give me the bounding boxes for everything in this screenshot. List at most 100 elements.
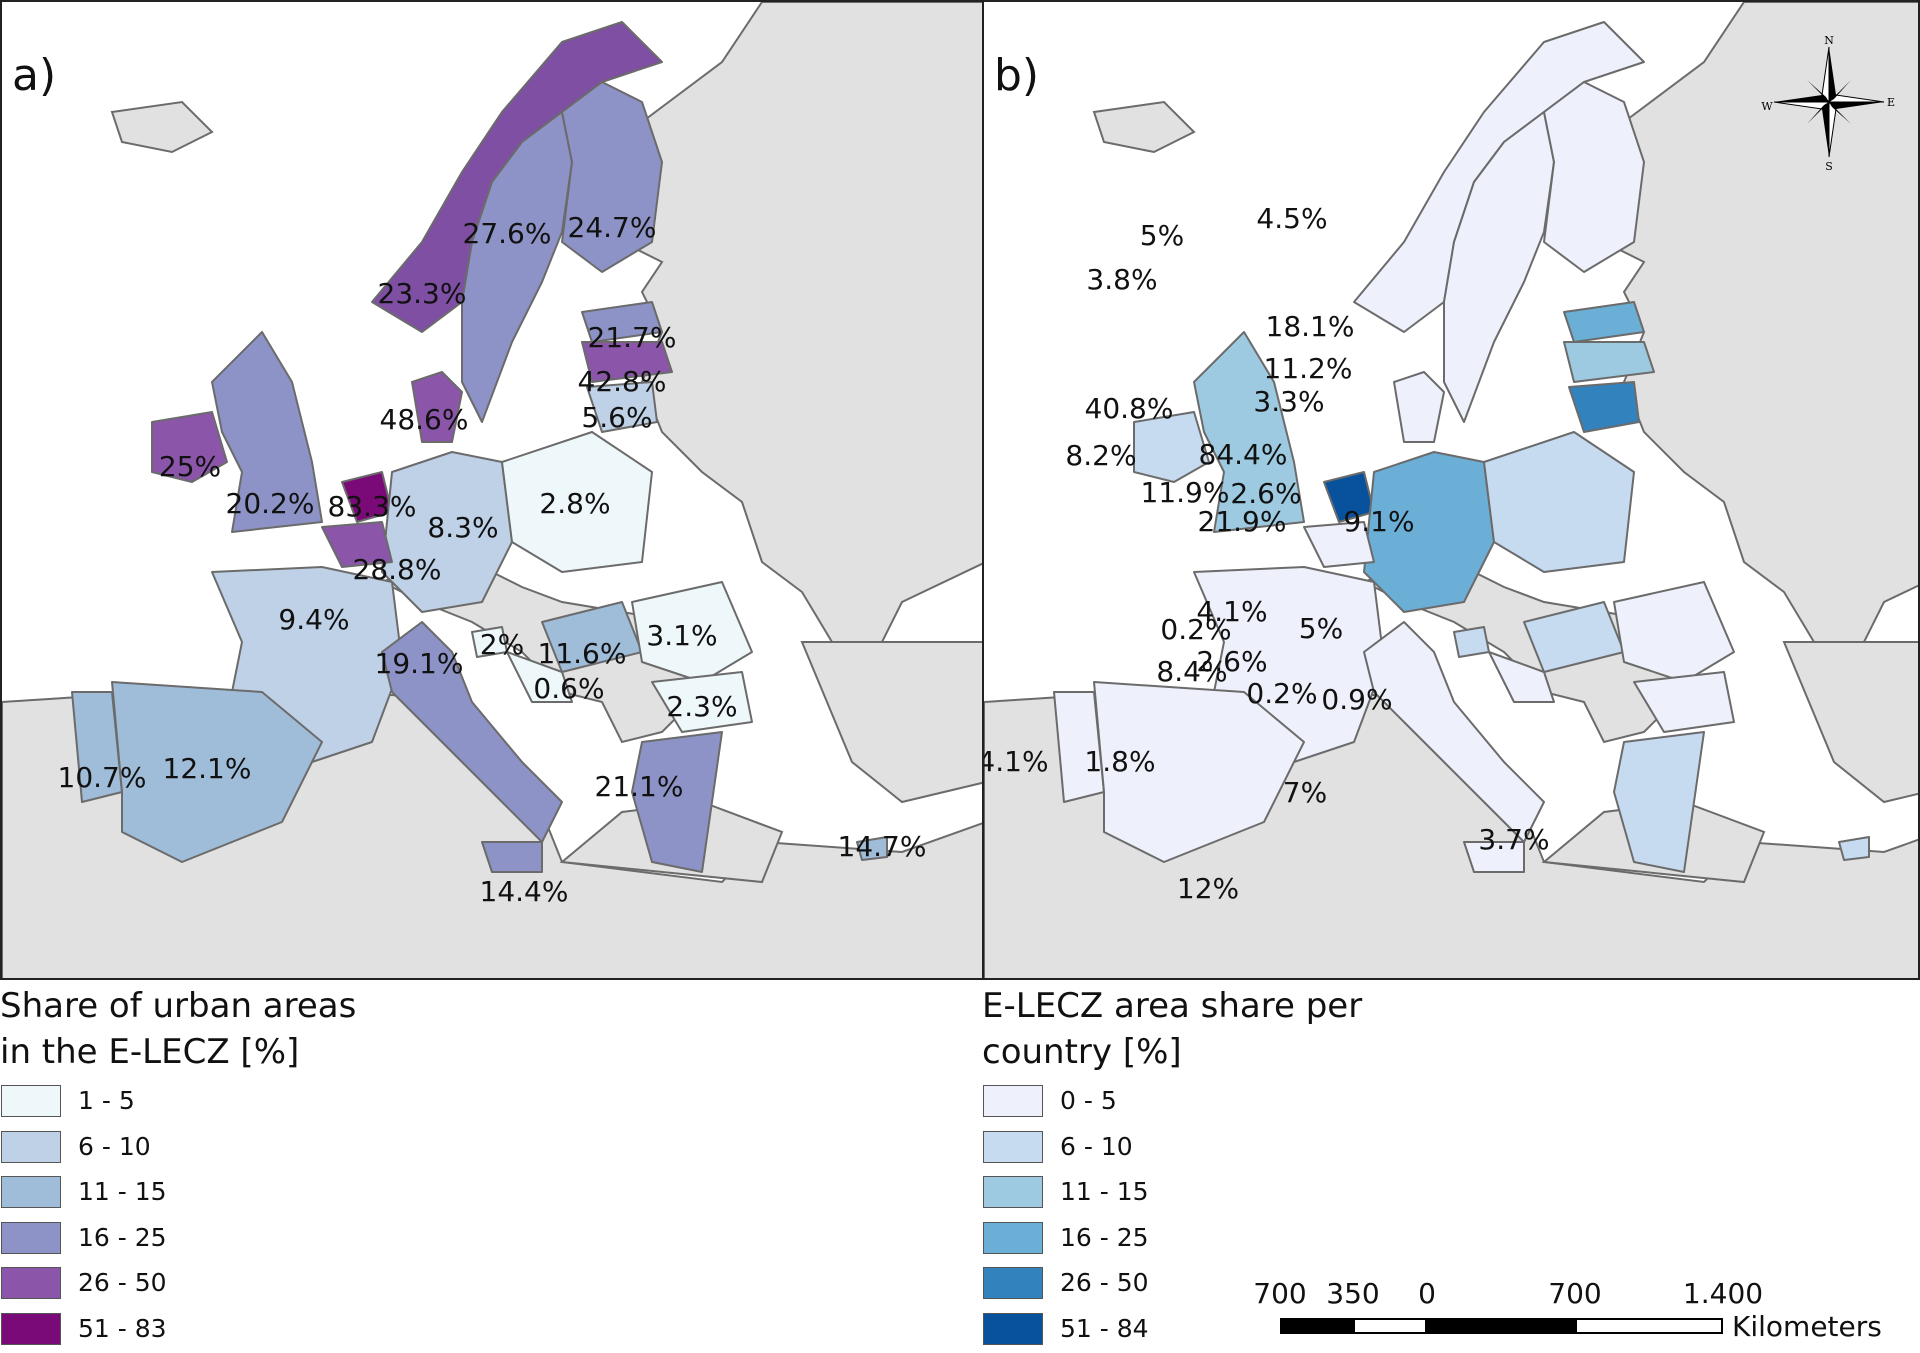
legend-label: 26 - 50 [78, 1268, 167, 1297]
country-lithuania [586, 381, 658, 433]
country-greece [1613, 731, 1705, 873]
value-label: 3.1% [646, 619, 718, 652]
legend-label: 51 - 83 [78, 1313, 167, 1343]
country-sicily [481, 841, 543, 873]
country-finland [1543, 81, 1645, 273]
value-label: 27.6% [462, 217, 552, 250]
country-bulgaria [651, 671, 753, 733]
legend-swatch [1, 1130, 61, 1163]
country-sicily [1463, 841, 1525, 873]
value-label: 42.8% [577, 365, 667, 398]
country-croatia [506, 651, 573, 703]
non-eu-land-region [1782, 641, 1918, 804]
value-label: 23.3% [377, 277, 467, 310]
scale-segment [1353, 1318, 1427, 1334]
scale-tick-label: 350 [1326, 1277, 1380, 1310]
country-uk [1193, 331, 1305, 533]
country-estonia [581, 301, 663, 343]
panel-a-letter: a) [12, 50, 57, 101]
value-label: 11.2% [1263, 352, 1353, 385]
compass-s: S [1825, 160, 1833, 173]
panel-b-letter: b) [994, 50, 1040, 101]
legend-swatch [983, 1085, 1043, 1117]
value-label: 0.9% [1321, 683, 1393, 716]
legend-label: 6 - 10 [78, 1131, 151, 1161]
country-belgium [1303, 521, 1375, 568]
value-label: 28.8% [352, 553, 442, 586]
value-label: 4.1% [982, 745, 1049, 778]
legend-a-title-line1: Share of urban areas [0, 986, 357, 1026]
non-eu-land-region [600, 2, 982, 643]
country-sweden [461, 111, 573, 423]
scale-tick-label: 0 [1418, 1277, 1436, 1310]
value-label: 8.2% [1065, 439, 1137, 472]
value-label: 5.6% [581, 401, 653, 434]
legend-b-title-line2: country [%] [982, 1032, 1182, 1072]
value-label: 4.5% [1256, 202, 1328, 235]
legend-swatch [1, 1267, 61, 1299]
country-bulgaria [1633, 671, 1735, 733]
compass-rose-icon: N S E W [1761, 34, 1895, 173]
country-sweden [1443, 111, 1555, 423]
country-belgium [321, 521, 393, 568]
legend-label: 11 - 15 [1060, 1177, 1149, 1206]
legend-label: 0 - 5 [1060, 1086, 1117, 1115]
value-label: 0.6% [533, 672, 605, 705]
value-label: 84.4% [1198, 438, 1288, 471]
value-label: 14.7% [837, 830, 927, 863]
value-label: 2.8% [539, 487, 611, 520]
country-latvia [1563, 341, 1655, 383]
country-croatia [1488, 651, 1555, 703]
legend-swatch [983, 1176, 1043, 1208]
legend-swatch [983, 1130, 1043, 1163]
legend-swatch [983, 1267, 1043, 1299]
map-b-svg: N S E W [984, 2, 1918, 978]
country-estonia [1563, 301, 1645, 343]
value-label: 3.3% [1253, 385, 1325, 418]
value-label: 3.8% [1086, 263, 1158, 296]
value-label: 21.7% [587, 321, 677, 354]
country-italy [381, 621, 563, 843]
legend-label: 11 - 15 [78, 1177, 167, 1206]
country-denmark [1393, 371, 1445, 443]
non-eu-land-region [800, 641, 982, 804]
scale-unit-label: Kilometers [1732, 1310, 1882, 1343]
legend-swatch [983, 1221, 1043, 1254]
non-eu-land-region [1582, 2, 1918, 643]
value-label: 0.2% [1160, 613, 1232, 646]
value-label: 2.6% [1196, 645, 1268, 678]
compass-w: W [1761, 100, 1773, 113]
legend-label: 51 - 84 [1060, 1313, 1149, 1343]
country-romania [1613, 581, 1735, 683]
country-lithuania [1568, 381, 1640, 433]
value-label: 1.8% [1084, 745, 1156, 778]
value-label: 21.1% [594, 770, 684, 803]
value-label: 11.9% [1140, 476, 1230, 509]
compass-e: E [1887, 96, 1895, 109]
value-label: 20.2% [225, 487, 315, 520]
map-panel-b: N S E W b) 5% 4.5% 3.8% 18.1% 11.2% 3.3% 40.8%… [982, 0, 1920, 980]
country-cyprus [1838, 836, 1870, 861]
country-finland [561, 81, 663, 273]
scale-tick-label: 700 [1253, 1277, 1307, 1310]
value-label: 2% [479, 628, 525, 661]
legend-label: 26 - 50 [1060, 1268, 1149, 1297]
value-label: 48.6% [379, 403, 469, 436]
value-label: 21.9% [1197, 505, 1287, 538]
country-latvia [581, 341, 673, 383]
value-label: 18.1% [1265, 310, 1355, 343]
country-ireland [1133, 411, 1210, 483]
compass-n: N [1824, 34, 1834, 47]
value-label: 12.1% [162, 752, 252, 785]
map-a-svg [2, 2, 982, 978]
legend-swatch [983, 1312, 1043, 1345]
legend-b-title-line1: E-LECZ area share per [982, 986, 1363, 1026]
legend-a-title-line2: in the E-LECZ [%] [0, 1032, 300, 1072]
legend-swatch [1, 1221, 61, 1254]
value-label: 9.4% [278, 603, 350, 636]
legend-label: 16 - 25 [1060, 1222, 1149, 1252]
legend-label: 6 - 10 [1060, 1131, 1133, 1161]
map-panel-a: a) 27.6% 24.7% 23.3% 21.7% 42.8% 48.6% 5.6% 25%… [0, 0, 984, 980]
country-spain [111, 681, 323, 863]
eu-countries [1053, 21, 1870, 873]
